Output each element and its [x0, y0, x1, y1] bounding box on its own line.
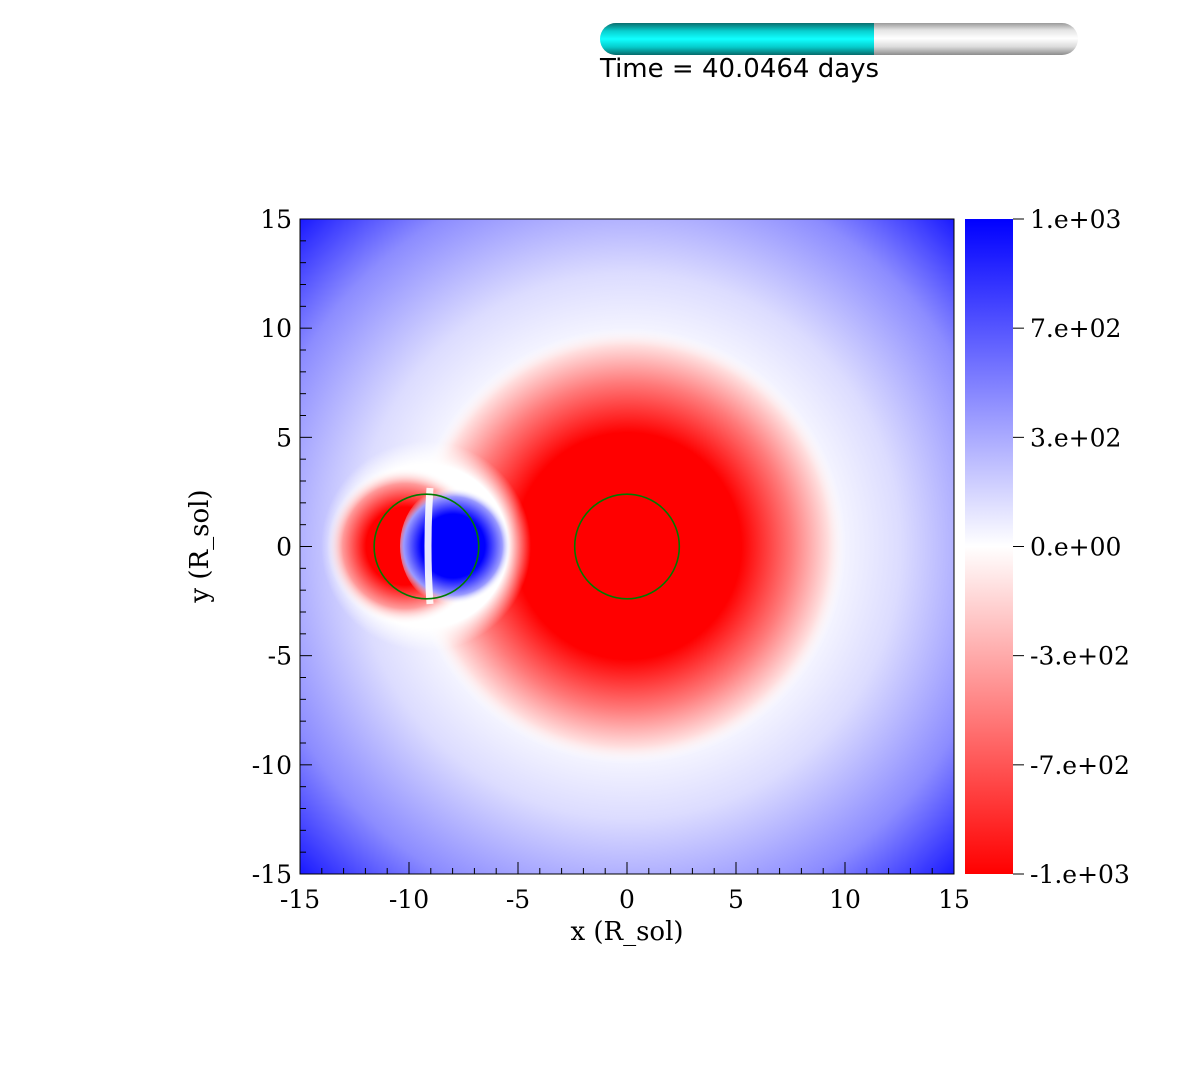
x-tick-label: 0 — [619, 885, 635, 914]
primary-negative-region — [410, 328, 846, 764]
primary-star-outline — [573, 493, 681, 600]
colorbar-tick-label: -3.e+02 — [1030, 642, 1130, 671]
y-tick-label: 10 — [260, 314, 292, 343]
y-tick-label: -10 — [252, 751, 292, 780]
x-tick-label: 15 — [938, 885, 970, 914]
y-tick-label: 5 — [276, 423, 292, 452]
heatmap-field — [300, 219, 954, 874]
y-axis-label: y (R_sol) — [185, 489, 215, 603]
star-outlines — [373, 493, 681, 600]
x-tick-label: 5 — [728, 885, 744, 914]
progress-bar-fill — [600, 23, 874, 55]
y-axis-ticks: 15 10 5 0 -5 -10 -15 — [252, 205, 312, 889]
x-axis-ticks: -15 -10 -5 0 5 10 15 — [280, 862, 970, 914]
colorbar-ticks: 1.e+03 7.e+02 3.e+02 0.e+00 -3.e+02 -7.e+02 -1… — [1013, 205, 1130, 889]
lobe-divider — [424, 487, 434, 605]
colorbar-tick-label: 1.e+03 — [1030, 205, 1121, 234]
companion-star-outline — [373, 493, 480, 600]
colorbar-tick-label: -7.e+02 — [1030, 751, 1130, 780]
colorbar-tick-label: 3.e+02 — [1030, 423, 1121, 452]
colorbar-tick-label: -1.e+03 — [1030, 860, 1130, 889]
colorbar — [965, 219, 1013, 874]
x-tick-label: -5 — [506, 885, 530, 914]
progress-bar — [600, 23, 1078, 55]
y-tick-label: 15 — [260, 205, 292, 234]
colorbar-tick-label: 7.e+02 — [1030, 314, 1121, 343]
y-tick-label: 0 — [276, 533, 292, 562]
x-axis-label: x (R_sol) — [570, 917, 683, 947]
x-tick-label: -10 — [389, 885, 429, 914]
y-tick-label: -15 — [252, 860, 292, 889]
x-tick-label: -15 — [280, 885, 320, 914]
x-tick-label: 10 — [829, 885, 861, 914]
y-tick-label: -5 — [268, 642, 292, 671]
colorbar-tick-label: 0.e+00 — [1030, 533, 1121, 562]
time-label: Time = 40.0464 days — [600, 54, 880, 84]
